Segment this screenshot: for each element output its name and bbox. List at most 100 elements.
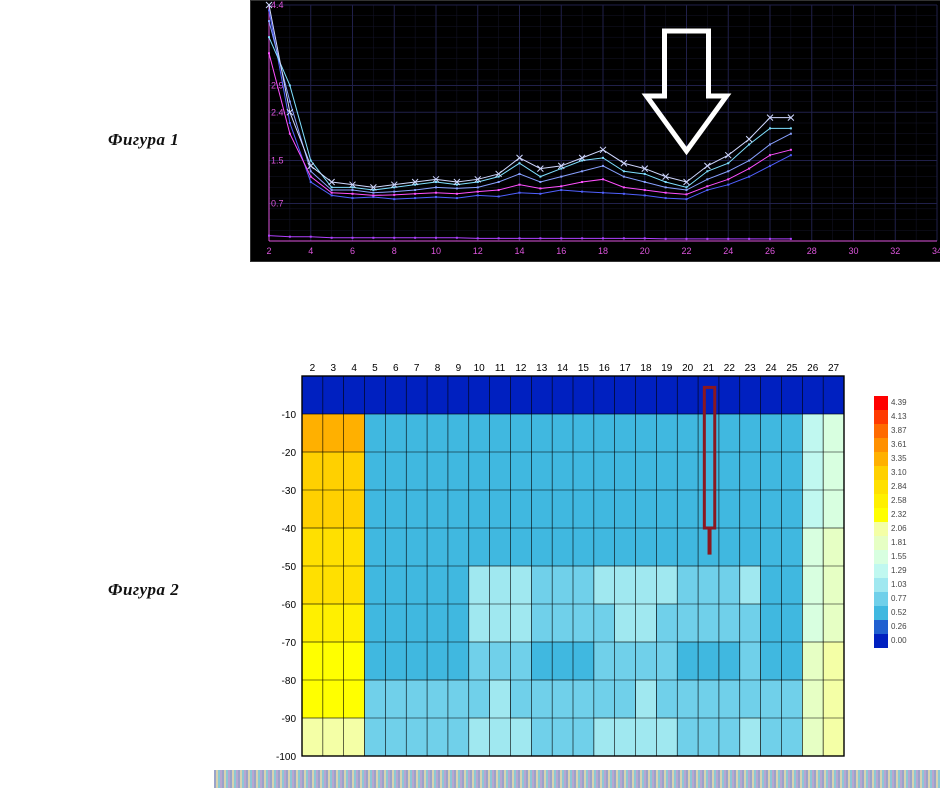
svg-text:-60: -60 [282, 600, 297, 611]
fig1-label: Фигура 1 [108, 130, 179, 150]
legend-row: 1.03 [874, 578, 914, 592]
svg-text:19: 19 [661, 363, 673, 374]
svg-text:9: 9 [456, 363, 462, 374]
legend-swatch [874, 550, 888, 564]
svg-text:26: 26 [765, 246, 775, 256]
svg-text:-50: -50 [282, 562, 297, 573]
svg-text:-70: -70 [282, 638, 297, 649]
svg-text:1.5: 1.5 [271, 156, 284, 166]
legend-swatch [874, 452, 888, 466]
svg-text:6: 6 [393, 363, 399, 374]
legend-value: 0.52 [891, 608, 907, 618]
svg-text:16: 16 [556, 246, 566, 256]
legend-row: 0.00 [874, 634, 914, 648]
svg-text:20: 20 [640, 246, 650, 256]
svg-text:10: 10 [474, 363, 486, 374]
legend-row: 3.87 [874, 424, 914, 438]
legend-row: 2.06 [874, 522, 914, 536]
svg-text:22: 22 [724, 363, 736, 374]
legend-swatch [874, 438, 888, 452]
svg-text:-10: -10 [282, 410, 297, 421]
legend-swatch [874, 620, 888, 634]
svg-text:23: 23 [745, 363, 757, 374]
legend-swatch [874, 606, 888, 620]
svg-text:-40: -40 [282, 524, 297, 535]
legend-row: 1.81 [874, 536, 914, 550]
legend-row: 0.26 [874, 620, 914, 634]
svg-text:30: 30 [848, 246, 858, 256]
legend-value: 4.39 [891, 398, 907, 408]
legend-row: 3.61 [874, 438, 914, 452]
legend-value: 4.13 [891, 412, 907, 422]
legend-value: 3.35 [891, 454, 907, 464]
svg-text:20: 20 [682, 363, 694, 374]
legend-swatch [874, 466, 888, 480]
svg-text:4.4: 4.4 [271, 1, 284, 10]
svg-text:14: 14 [514, 246, 524, 256]
legend-row: 0.52 [874, 606, 914, 620]
legend-swatch [874, 494, 888, 508]
svg-text:2.4: 2.4 [271, 107, 284, 117]
svg-text:21: 21 [703, 363, 715, 374]
svg-text:2: 2 [310, 363, 316, 374]
legend-row: 2.84 [874, 480, 914, 494]
legend-row: 3.35 [874, 452, 914, 466]
svg-text:8: 8 [392, 246, 397, 256]
legend-value: 2.58 [891, 496, 907, 506]
svg-text:12: 12 [515, 363, 527, 374]
svg-text:22: 22 [681, 246, 691, 256]
legend-row: 3.10 [874, 466, 914, 480]
svg-text:24: 24 [765, 363, 777, 374]
svg-text:8: 8 [435, 363, 441, 374]
legend-value: 0.77 [891, 594, 907, 604]
legend-value: 2.84 [891, 482, 907, 492]
svg-text:14: 14 [557, 363, 569, 374]
legend-value: 1.03 [891, 580, 907, 590]
svg-text:10: 10 [431, 246, 441, 256]
svg-text:-80: -80 [282, 676, 297, 687]
svg-text:0.7: 0.7 [271, 198, 284, 208]
svg-text:18: 18 [598, 246, 608, 256]
legend-value: 1.81 [891, 538, 907, 548]
legend-swatch [874, 480, 888, 494]
legend-row: 2.58 [874, 494, 914, 508]
svg-text:-90: -90 [282, 714, 297, 725]
legend-row: 0.77 [874, 592, 914, 606]
svg-text:28: 28 [807, 246, 817, 256]
svg-text:24: 24 [723, 246, 733, 256]
legend-row: 1.29 [874, 564, 914, 578]
svg-text:32: 32 [890, 246, 900, 256]
legend-value: 2.32 [891, 510, 907, 520]
legend-swatch [874, 424, 888, 438]
legend-value: 0.00 [891, 636, 907, 646]
figure-1: 2468101214161820222426283032340.71.52.42… [250, 0, 940, 262]
svg-text:27: 27 [828, 363, 840, 374]
legend-swatch [874, 396, 888, 410]
legend-row: 4.13 [874, 410, 914, 424]
svg-text:5: 5 [372, 363, 378, 374]
svg-text:26: 26 [807, 363, 819, 374]
legend-swatch [874, 578, 888, 592]
figure-2: 2345678910111213141516171819202122232425… [262, 358, 848, 760]
svg-text:13: 13 [536, 363, 548, 374]
svg-text:16: 16 [599, 363, 611, 374]
svg-text:12: 12 [473, 246, 483, 256]
svg-text:25: 25 [786, 363, 798, 374]
fig2-label: Фигура 2 [108, 580, 179, 600]
legend-value: 3.10 [891, 468, 907, 478]
svg-text:6: 6 [350, 246, 355, 256]
legend-swatch [874, 508, 888, 522]
svg-text:3: 3 [330, 363, 336, 374]
svg-text:17: 17 [620, 363, 632, 374]
legend-swatch [874, 564, 888, 578]
svg-text:-20: -20 [282, 448, 297, 459]
legend-row: 2.32 [874, 508, 914, 522]
legend-swatch [874, 592, 888, 606]
svg-text:4: 4 [351, 363, 357, 374]
decorative-strip [214, 770, 940, 788]
svg-text:11: 11 [495, 363, 506, 374]
legend-value: 2.06 [891, 524, 907, 534]
legend-row: 4.39 [874, 396, 914, 410]
legend-swatch [874, 536, 888, 550]
legend-swatch [874, 522, 888, 536]
